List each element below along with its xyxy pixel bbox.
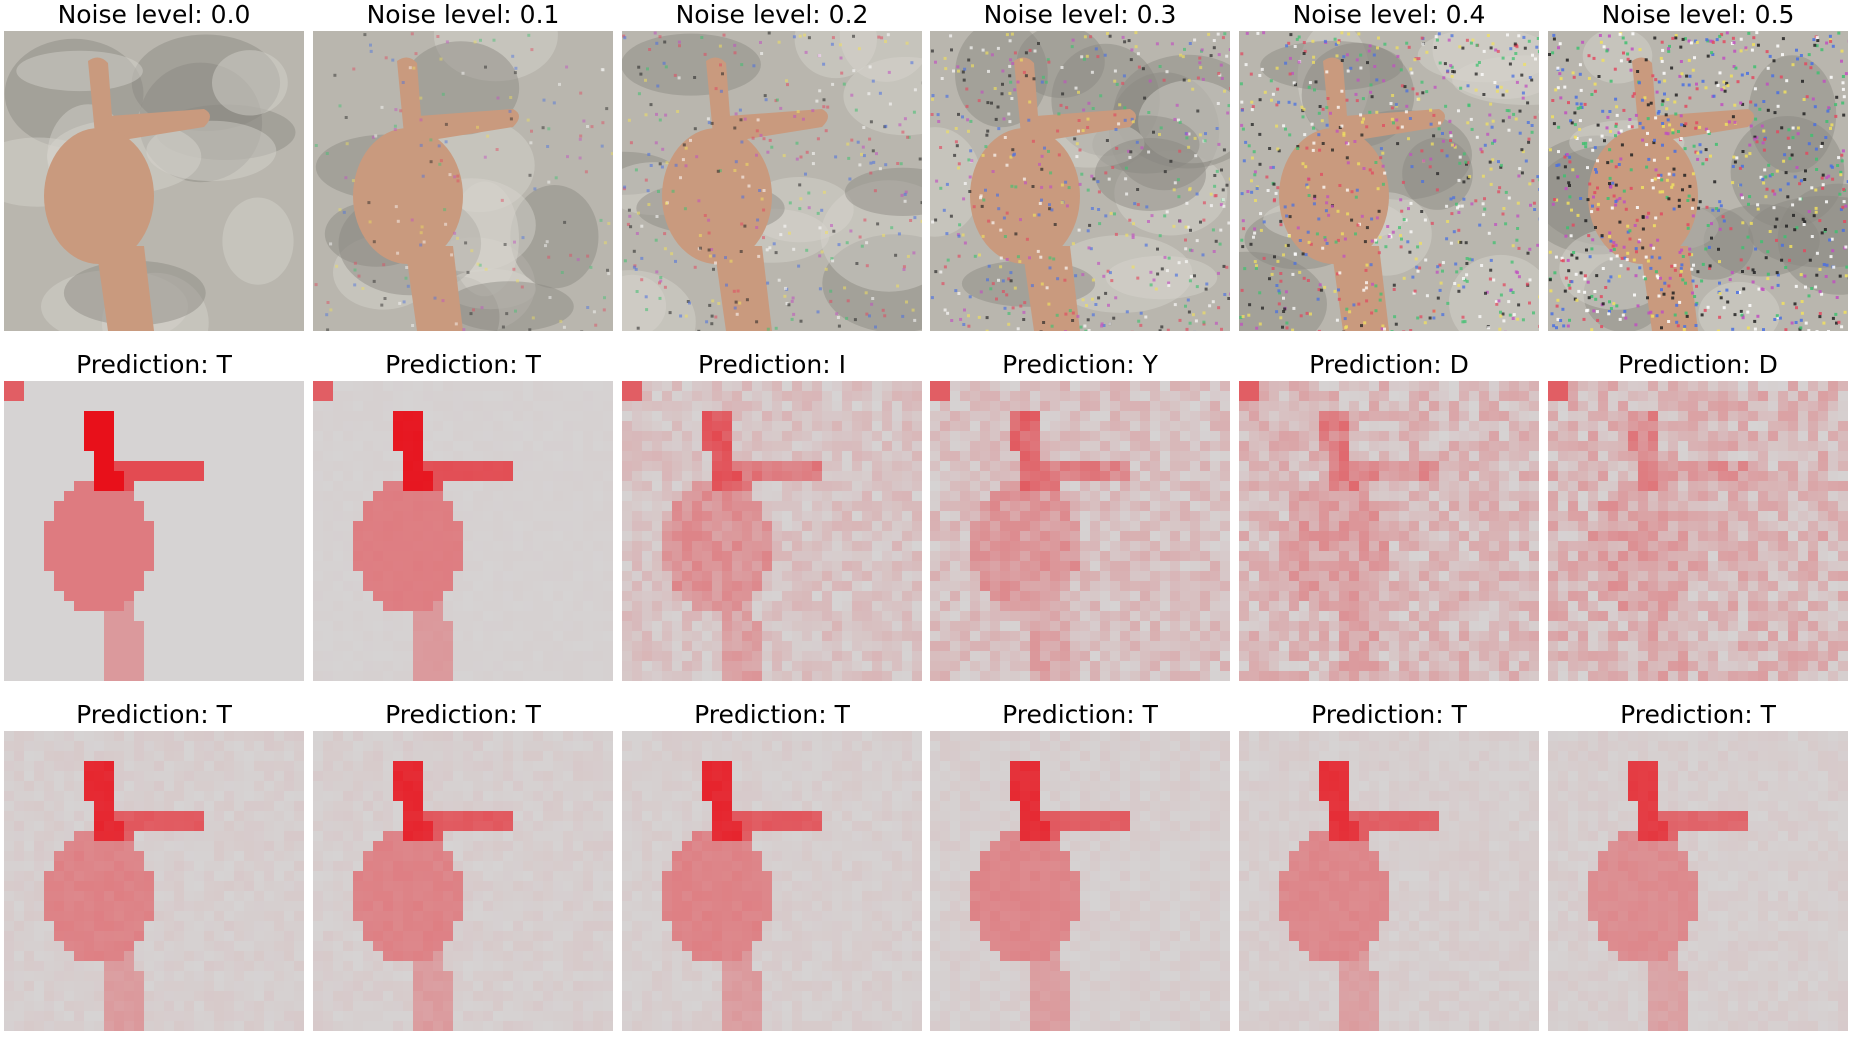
saliency-heatmap bbox=[4, 731, 304, 1031]
saliency-heatmap bbox=[4, 381, 304, 681]
prediction-title: Prediction: T bbox=[1620, 700, 1776, 729]
prediction-title: Prediction: D bbox=[1618, 350, 1778, 379]
prediction-title: Prediction: T bbox=[1002, 700, 1158, 729]
prediction-title: Prediction: T bbox=[1311, 700, 1467, 729]
prediction-title: Prediction: I bbox=[698, 350, 846, 379]
noise-level-title: Noise level: 0.2 bbox=[675, 0, 869, 29]
noise-level-title: Noise level: 0.5 bbox=[1601, 0, 1795, 29]
prediction-title: Prediction: T bbox=[694, 700, 850, 729]
saliency-heatmap bbox=[1239, 731, 1539, 1031]
saliency-heatmap bbox=[622, 731, 922, 1031]
noisy-hand-image bbox=[622, 31, 922, 331]
saliency-heatmap bbox=[622, 381, 922, 681]
noisy-hand-image bbox=[313, 31, 613, 331]
noise-level-title: Noise level: 0.3 bbox=[983, 0, 1177, 29]
noisy-hand-image bbox=[4, 31, 304, 331]
saliency-heatmap bbox=[1239, 381, 1539, 681]
prediction-title: Prediction: Y bbox=[1002, 350, 1158, 379]
noisy-hand-image bbox=[930, 31, 1230, 331]
saliency-heatmap bbox=[930, 381, 1230, 681]
saliency-heatmap bbox=[313, 381, 613, 681]
prediction-title: Prediction: T bbox=[385, 700, 541, 729]
noise-level-title: Noise level: 0.1 bbox=[366, 0, 560, 29]
noisy-hand-image bbox=[1239, 31, 1539, 331]
noisy-hand-image bbox=[1548, 31, 1848, 331]
prediction-title: Prediction: D bbox=[1309, 350, 1469, 379]
saliency-heatmap bbox=[1548, 731, 1848, 1031]
saliency-heatmap bbox=[1548, 381, 1848, 681]
saliency-heatmap bbox=[930, 731, 1230, 1031]
noise-level-title: Noise level: 0.4 bbox=[1292, 0, 1486, 29]
prediction-title: Prediction: T bbox=[385, 350, 541, 379]
noise-level-title: Noise level: 0.0 bbox=[57, 0, 251, 29]
prediction-title: Prediction: T bbox=[76, 700, 232, 729]
saliency-heatmap bbox=[313, 731, 613, 1031]
prediction-title: Prediction: T bbox=[76, 350, 232, 379]
